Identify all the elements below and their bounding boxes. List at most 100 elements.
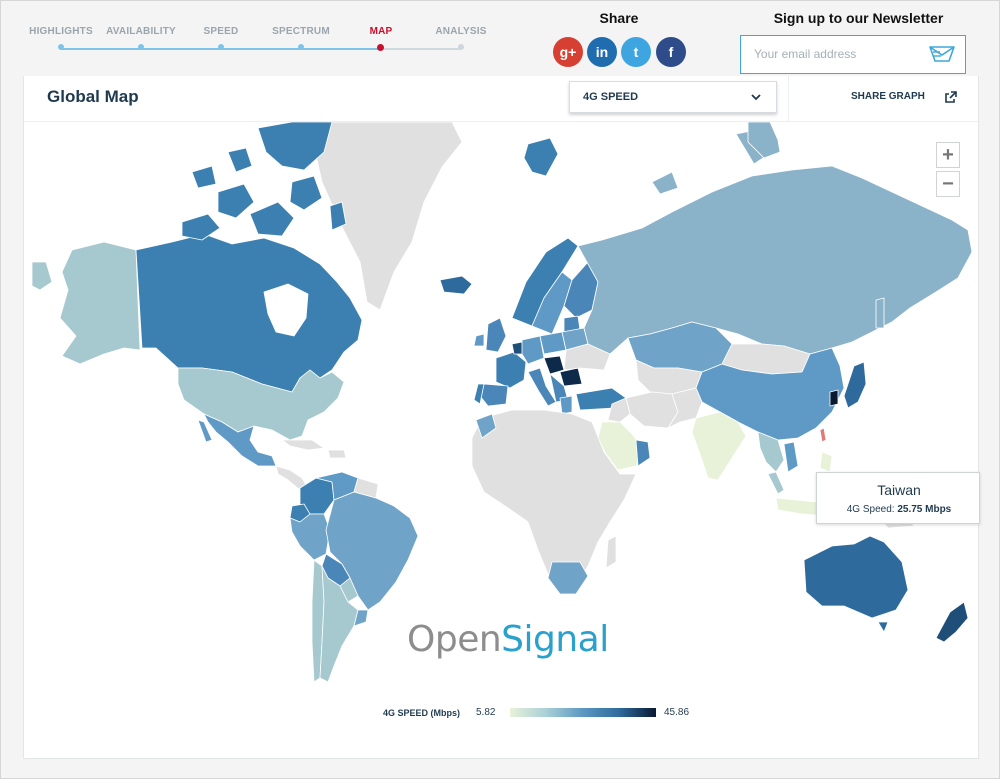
metric-dropdown-value: 4G SPEED	[583, 91, 639, 103]
region-canada-island-4[interactable]	[191, 165, 217, 189]
region-taiwan[interactable]	[819, 427, 827, 443]
region-poland[interactable]	[539, 331, 567, 355]
region-canada[interactable]	[135, 233, 363, 393]
region-svalbard[interactable]	[523, 137, 559, 177]
region-iceland[interactable]	[439, 275, 473, 295]
region-malaysia[interactable]	[767, 471, 785, 495]
region-india[interactable]	[691, 411, 747, 481]
tooltip-metric-label: 4G Speed:	[846, 504, 895, 515]
world-map[interactable]: + −	[32, 122, 972, 687]
region-russia-island[interactable]	[651, 171, 679, 195]
logo-part-signal: Signal	[501, 619, 609, 660]
region-canada-island-6[interactable]	[257, 122, 333, 171]
region-uruguay[interactable]	[353, 609, 369, 627]
metric-dropdown[interactable]: 4G SPEED	[569, 81, 777, 113]
send-icon[interactable]	[929, 45, 955, 63]
region-philippines[interactable]	[819, 451, 833, 473]
zoom-out-button[interactable]: −	[936, 171, 960, 197]
nav-step-dot	[218, 44, 224, 50]
newsletter-section: Sign up to our Newsletter	[736, 1, 981, 76]
region-brazil[interactable]	[325, 491, 419, 611]
twitter-icon[interactable]: t	[621, 37, 651, 67]
region-pakistan[interactable]	[667, 387, 703, 429]
region-cuba[interactable]	[281, 439, 325, 451]
email-input[interactable]	[741, 36, 931, 72]
nav-step-dot	[58, 44, 64, 50]
region-madagascar[interactable]	[605, 535, 617, 569]
nav-step-dot	[298, 44, 304, 50]
share-graph-button[interactable]: SHARE GRAPH	[851, 91, 925, 102]
nav-step-label: AVAILABILITY	[106, 26, 176, 37]
region-uk[interactable]	[485, 317, 507, 353]
nav-step-map[interactable]: MAP	[326, 1, 436, 51]
nav-step-label: HIGHLIGHTS	[29, 26, 93, 37]
nav-step-label: MAP	[369, 26, 393, 37]
region-baja[interactable]	[197, 419, 213, 443]
region-alaska[interactable]	[59, 241, 141, 365]
nav-step-dot	[458, 44, 464, 50]
legend-max: 45.86	[664, 707, 690, 718]
panel-header: Global Map 4G SPEED SHARE GRAPH	[24, 76, 980, 122]
region-canada-island-8[interactable]	[329, 201, 347, 231]
region-alaska-tip[interactable]	[32, 261, 53, 291]
nav-step-analysis[interactable]: ANALYSIS	[406, 1, 516, 50]
region-caribbean[interactable]	[327, 449, 347, 459]
region-hudson-bay	[263, 283, 309, 337]
chevron-down-icon	[751, 94, 761, 101]
region-central-europe[interactable]	[543, 355, 565, 375]
nav-step-label: SPECTRUM	[272, 26, 330, 37]
region-tasmania[interactable]	[877, 621, 889, 633]
region-germany[interactable]	[521, 335, 545, 365]
region-argentina[interactable]	[319, 565, 359, 683]
panel-title: Global Map	[47, 87, 139, 106]
nav-step-highlights[interactable]: HIGHLIGHTS	[6, 1, 116, 50]
region-arctic-island[interactable]	[747, 122, 781, 159]
region-korea[interactable]	[829, 389, 839, 407]
region-mexico[interactable]	[203, 413, 277, 467]
nav-step-label: SPEED	[203, 26, 239, 37]
header-divider	[788, 76, 789, 122]
linkedin-icon[interactable]: in	[587, 37, 617, 67]
region-morocco[interactable]	[475, 413, 497, 439]
region-portugal[interactable]	[473, 383, 485, 405]
region-ireland[interactable]	[473, 333, 485, 347]
region-africa[interactable]	[471, 409, 637, 593]
region-sakhalin[interactable]	[875, 297, 885, 329]
region-peru[interactable]	[289, 513, 331, 561]
region-iran[interactable]	[625, 391, 679, 429]
region-iraq-syria[interactable]	[607, 397, 631, 423]
region-canada-island-3[interactable]	[249, 201, 295, 237]
region-france[interactable]	[495, 351, 527, 389]
region-canada-island-2[interactable]	[217, 183, 255, 219]
tooltip-value: 25.75 Mbps	[897, 504, 952, 515]
facebook-icon[interactable]: f	[656, 37, 686, 67]
region-canada-island-5[interactable]	[227, 147, 253, 173]
zoom-in-button[interactable]: +	[936, 142, 960, 168]
world-map-svg	[32, 122, 972, 683]
legend-min: 5.82	[476, 707, 496, 718]
region-spain[interactable]	[479, 383, 509, 407]
export-icon[interactable]	[944, 90, 958, 104]
color-legend: 4G SPEED (Mbps) 5.82 45.86	[24, 704, 980, 724]
region-japan[interactable]	[843, 361, 867, 409]
region-canada-island-1[interactable]	[181, 213, 221, 241]
nav-step-spectrum[interactable]: SPECTRUM	[246, 1, 356, 50]
nav-step-label: ANALYSIS	[435, 26, 487, 37]
region-romania[interactable]	[559, 367, 583, 387]
region-vietnam[interactable]	[783, 441, 799, 473]
logo-part-open: Open	[407, 619, 502, 660]
region-new-zealand[interactable]	[935, 601, 969, 643]
region-russia[interactable]	[577, 165, 972, 355]
country-tooltip: Taiwan 4G Speed: 25.75 Mbps	[816, 472, 980, 524]
share-title: Share	[599, 10, 639, 26]
google-plus-icon[interactable]: g+	[553, 37, 583, 67]
nav-step-speed[interactable]: SPEED	[166, 1, 276, 50]
nav-step-availability[interactable]: AVAILABILITY	[86, 1, 196, 50]
region-oman[interactable]	[635, 439, 651, 467]
region-south-africa[interactable]	[547, 561, 589, 595]
region-greece[interactable]	[559, 395, 573, 415]
region-canada-island-7[interactable]	[289, 175, 323, 211]
newsletter-title: Sign up to our Newsletter	[773, 10, 944, 26]
region-greenland[interactable]	[313, 122, 463, 311]
region-australia[interactable]	[803, 535, 909, 619]
